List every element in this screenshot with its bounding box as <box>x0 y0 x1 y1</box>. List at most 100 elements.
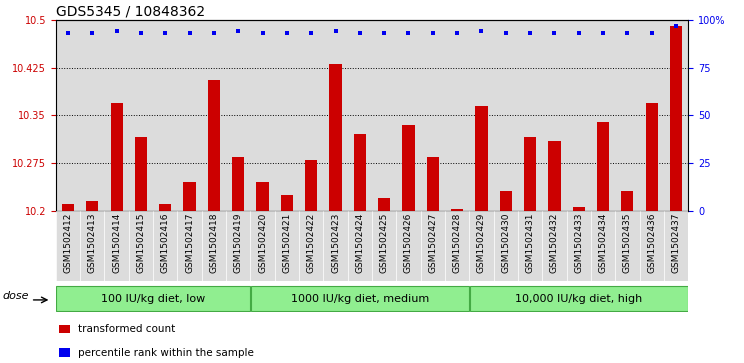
Bar <box>378 198 391 211</box>
Bar <box>518 20 542 211</box>
Bar <box>104 20 129 211</box>
Bar <box>397 20 420 211</box>
Bar <box>347 211 372 281</box>
Bar <box>275 211 299 281</box>
Point <box>500 30 512 36</box>
Point <box>451 30 463 36</box>
Text: GSM1502414: GSM1502414 <box>112 213 121 273</box>
Point <box>86 30 98 36</box>
Text: GSM1502416: GSM1502416 <box>161 213 170 273</box>
Bar <box>621 191 633 211</box>
Text: GSM1502435: GSM1502435 <box>623 213 632 273</box>
Text: GSM1502413: GSM1502413 <box>88 213 97 273</box>
Bar <box>475 106 487 211</box>
Text: GSM1502430: GSM1502430 <box>501 213 510 273</box>
Bar <box>500 191 512 211</box>
Point <box>281 30 293 36</box>
Point <box>573 30 585 36</box>
Bar <box>202 20 226 211</box>
Bar <box>445 211 469 281</box>
Text: GSM1502434: GSM1502434 <box>599 213 608 273</box>
Point <box>475 28 487 34</box>
Bar <box>615 20 640 211</box>
Bar <box>664 20 688 211</box>
Bar <box>372 20 397 211</box>
Bar <box>420 211 445 281</box>
Bar <box>518 211 542 281</box>
Bar <box>664 211 688 281</box>
Bar <box>275 20 299 211</box>
Point <box>208 30 220 36</box>
Bar <box>280 195 293 211</box>
Text: GDS5345 / 10848362: GDS5345 / 10848362 <box>56 5 205 19</box>
Bar <box>347 20 372 211</box>
Point <box>257 30 269 36</box>
Bar <box>202 211 226 281</box>
Bar <box>567 211 591 281</box>
Bar <box>427 156 439 211</box>
Bar <box>493 211 518 281</box>
Bar <box>573 207 585 211</box>
Bar <box>305 160 317 211</box>
Text: GSM1502415: GSM1502415 <box>136 213 145 273</box>
Bar <box>372 211 397 281</box>
Point <box>525 30 536 36</box>
Bar <box>159 204 171 211</box>
Point <box>597 30 609 36</box>
Bar <box>59 325 71 333</box>
FancyBboxPatch shape <box>57 286 250 311</box>
Bar <box>330 65 341 211</box>
Text: 1000 IU/kg diet, medium: 1000 IU/kg diet, medium <box>291 294 429 303</box>
Point <box>621 30 633 36</box>
Bar <box>597 122 609 211</box>
Point <box>646 30 658 36</box>
Bar <box>153 20 177 211</box>
Bar <box>548 140 560 211</box>
Bar <box>493 20 518 211</box>
Bar <box>542 20 567 211</box>
Bar <box>129 211 153 281</box>
Text: GSM1502425: GSM1502425 <box>379 213 388 273</box>
Bar <box>111 103 123 211</box>
Text: GSM1502433: GSM1502433 <box>574 213 583 273</box>
Point <box>232 28 244 34</box>
Text: GSM1502429: GSM1502429 <box>477 213 486 273</box>
Bar <box>129 20 153 211</box>
Text: 100 IU/kg diet, low: 100 IU/kg diet, low <box>101 294 205 303</box>
Bar <box>80 20 104 211</box>
Bar <box>524 138 536 211</box>
Point <box>305 30 317 36</box>
Text: GSM1502419: GSM1502419 <box>234 213 243 273</box>
Text: GSM1502426: GSM1502426 <box>404 213 413 273</box>
Text: GSM1502436: GSM1502436 <box>647 213 656 273</box>
Point <box>62 30 74 36</box>
Bar <box>646 103 658 211</box>
Text: GSM1502421: GSM1502421 <box>283 213 292 273</box>
Text: transformed count: transformed count <box>78 324 175 334</box>
Bar <box>469 20 493 211</box>
Point <box>548 30 560 36</box>
Bar <box>62 204 74 211</box>
Bar <box>184 182 196 211</box>
Text: GSM1502423: GSM1502423 <box>331 213 340 273</box>
Text: percentile rank within the sample: percentile rank within the sample <box>78 348 254 358</box>
Bar <box>177 211 202 281</box>
Point <box>330 28 341 34</box>
Bar <box>567 20 591 211</box>
Text: GSM1502431: GSM1502431 <box>525 213 535 273</box>
Bar <box>591 20 615 211</box>
Bar <box>56 20 80 211</box>
Point <box>670 23 682 29</box>
Text: GSM1502432: GSM1502432 <box>550 213 559 273</box>
Point <box>184 30 196 36</box>
Text: GSM1502422: GSM1502422 <box>307 213 315 273</box>
Bar <box>226 20 251 211</box>
Point <box>427 30 439 36</box>
Bar <box>226 211 251 281</box>
Text: GSM1502418: GSM1502418 <box>209 213 219 273</box>
FancyBboxPatch shape <box>251 286 469 311</box>
Text: GSM1502424: GSM1502424 <box>356 213 365 273</box>
Bar <box>397 211 420 281</box>
Bar <box>56 211 80 281</box>
Point <box>378 30 390 36</box>
